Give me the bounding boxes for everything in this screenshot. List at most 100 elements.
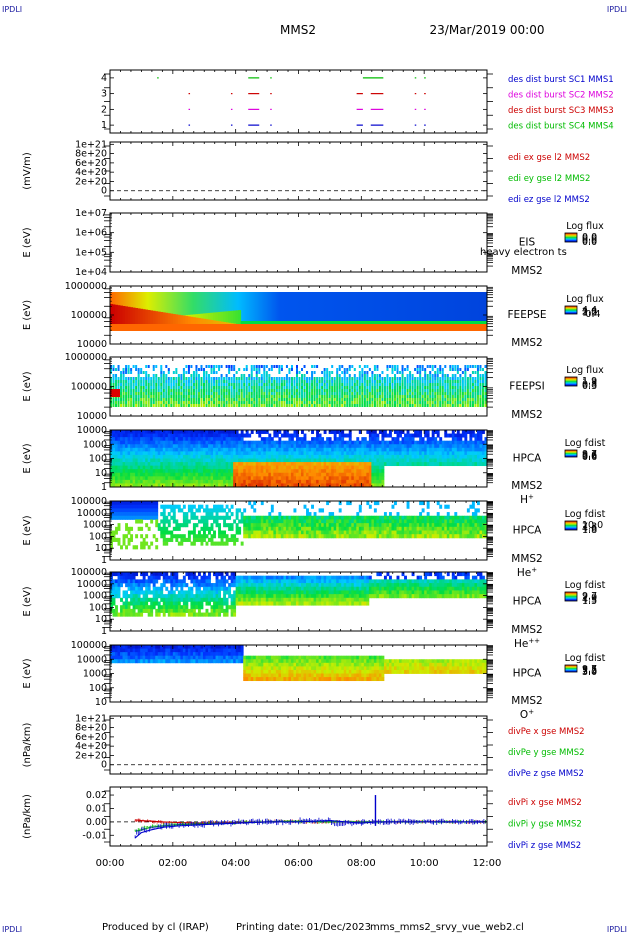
spectrogram-cell xyxy=(381,392,384,395)
spectrogram-cell xyxy=(245,462,249,467)
spectrogram-cell xyxy=(456,371,459,374)
spectrogram-cell xyxy=(225,365,228,368)
spectrogram-cell xyxy=(388,377,391,380)
spectrogram-cell xyxy=(414,401,417,404)
spectrogram-cell xyxy=(381,377,384,380)
spectrogram-cell xyxy=(424,371,427,374)
spectrogram-cell xyxy=(318,437,322,442)
spectrogram-cell xyxy=(429,365,432,368)
spectrogram-cell xyxy=(165,454,169,459)
spectrogram-cell xyxy=(421,365,424,368)
spectrogram-cell xyxy=(260,392,263,395)
spectrogram-cell xyxy=(288,404,291,407)
spectrogram-cell xyxy=(213,383,216,386)
spectrogram-cell xyxy=(127,389,130,392)
spectrogram-cell xyxy=(484,401,487,404)
spectrogram-cell xyxy=(474,392,477,395)
spectrogram-cell xyxy=(481,454,485,459)
spectrogram-cell xyxy=(160,440,164,445)
spectrogram-cell xyxy=(152,395,155,398)
spectrogram-cell xyxy=(245,483,249,488)
spectrogram-cell xyxy=(185,465,189,470)
spectrogram-cell xyxy=(132,472,136,477)
spectrogram-cell xyxy=(275,433,279,438)
spectrogram-cell xyxy=(210,437,214,442)
spectrogram-cell xyxy=(376,386,379,389)
spectrogram-cell xyxy=(326,398,329,401)
corner-label-tl: IPDLI xyxy=(2,5,22,14)
y-axis-label: E (eV) xyxy=(22,300,33,330)
spectrogram-cell xyxy=(197,472,201,477)
spectrogram-cell xyxy=(238,479,242,484)
spectrogram-cell xyxy=(363,444,367,449)
spectrogram-cell xyxy=(481,368,484,371)
spectrogram-cell xyxy=(185,483,189,488)
spectrogram-cell xyxy=(202,444,206,449)
spectrogram-cell xyxy=(476,451,480,456)
spectrogram-cell xyxy=(220,404,223,407)
spectrogram-cell xyxy=(110,389,120,397)
spectrogram-cell xyxy=(248,404,251,407)
spectrogram-cell xyxy=(436,447,440,452)
spectrogram-cell xyxy=(316,479,320,484)
spectrogram-cell xyxy=(182,444,186,449)
spectrogram-cell xyxy=(454,386,457,389)
spectrogram-cell xyxy=(205,386,208,389)
spectrogram-cell xyxy=(394,395,397,398)
spectrogram-cell xyxy=(230,462,234,467)
spectrogram-cell xyxy=(293,398,296,401)
spectrogram-cell xyxy=(328,392,331,395)
spectrogram-cell xyxy=(220,392,223,395)
spectrogram-cell xyxy=(295,365,298,368)
spectrogram-cell xyxy=(313,386,316,389)
spectrogram-cell xyxy=(371,430,375,434)
spectrogram-cell xyxy=(160,437,164,442)
spectrogram-cell xyxy=(265,472,269,477)
spectrogram-cell xyxy=(290,395,293,398)
spectrogram-cell xyxy=(366,465,370,470)
spectrogram-cell xyxy=(130,440,134,445)
spectrogram-cell xyxy=(180,462,184,467)
spectrogram-cell xyxy=(145,476,149,481)
spectrogram-cell xyxy=(170,469,174,474)
spectrogram-cell xyxy=(147,310,151,324)
spectrogram-cell xyxy=(396,383,399,386)
spectrogram-cell xyxy=(228,430,232,434)
spectrogram-cell xyxy=(461,389,464,392)
spectrogram-cell xyxy=(155,447,159,452)
corner-label-bl: IPDLI xyxy=(2,925,22,934)
spectrogram-cell xyxy=(263,365,266,368)
spectrogram-cell xyxy=(127,437,131,442)
spectrogram-cell xyxy=(202,318,206,324)
spectrogram-cell xyxy=(416,462,420,467)
spectrogram-cell xyxy=(454,401,457,404)
spectrogram-cell xyxy=(343,398,346,401)
spectrogram-cell xyxy=(409,440,412,445)
spectrogram-cell xyxy=(122,504,126,509)
spectrogram-cell xyxy=(429,458,433,463)
spectrogram-cell xyxy=(202,368,206,371)
spectrogram-cell xyxy=(331,454,335,459)
spectrogram-cell xyxy=(326,395,329,398)
spectrogram-cell xyxy=(167,437,171,442)
spectrogram-cell xyxy=(471,440,475,445)
spectrogram-cell xyxy=(162,404,165,407)
spectrogram-cell xyxy=(394,389,397,392)
spectrogram-cell xyxy=(376,401,379,404)
spectrogram-cell xyxy=(313,398,316,401)
spectrogram-cell xyxy=(132,392,135,395)
spectrogram-cell xyxy=(248,392,251,395)
spectrogram-cell xyxy=(383,451,387,456)
spectrogram-cell xyxy=(150,383,153,386)
spectrogram-cell xyxy=(115,383,118,386)
spectrogram-cell xyxy=(280,458,284,463)
spectrogram-cell xyxy=(416,380,419,383)
spectrogram-cell xyxy=(162,447,166,452)
spectrogram-cell xyxy=(155,392,158,395)
spectrogram-cell xyxy=(162,374,165,377)
colorbar-eis xyxy=(564,232,578,243)
spectrogram-cell xyxy=(268,437,272,442)
spectrogram-cell xyxy=(205,472,209,477)
spectrogram-cell xyxy=(240,404,243,407)
spectrogram-cell xyxy=(331,447,335,452)
